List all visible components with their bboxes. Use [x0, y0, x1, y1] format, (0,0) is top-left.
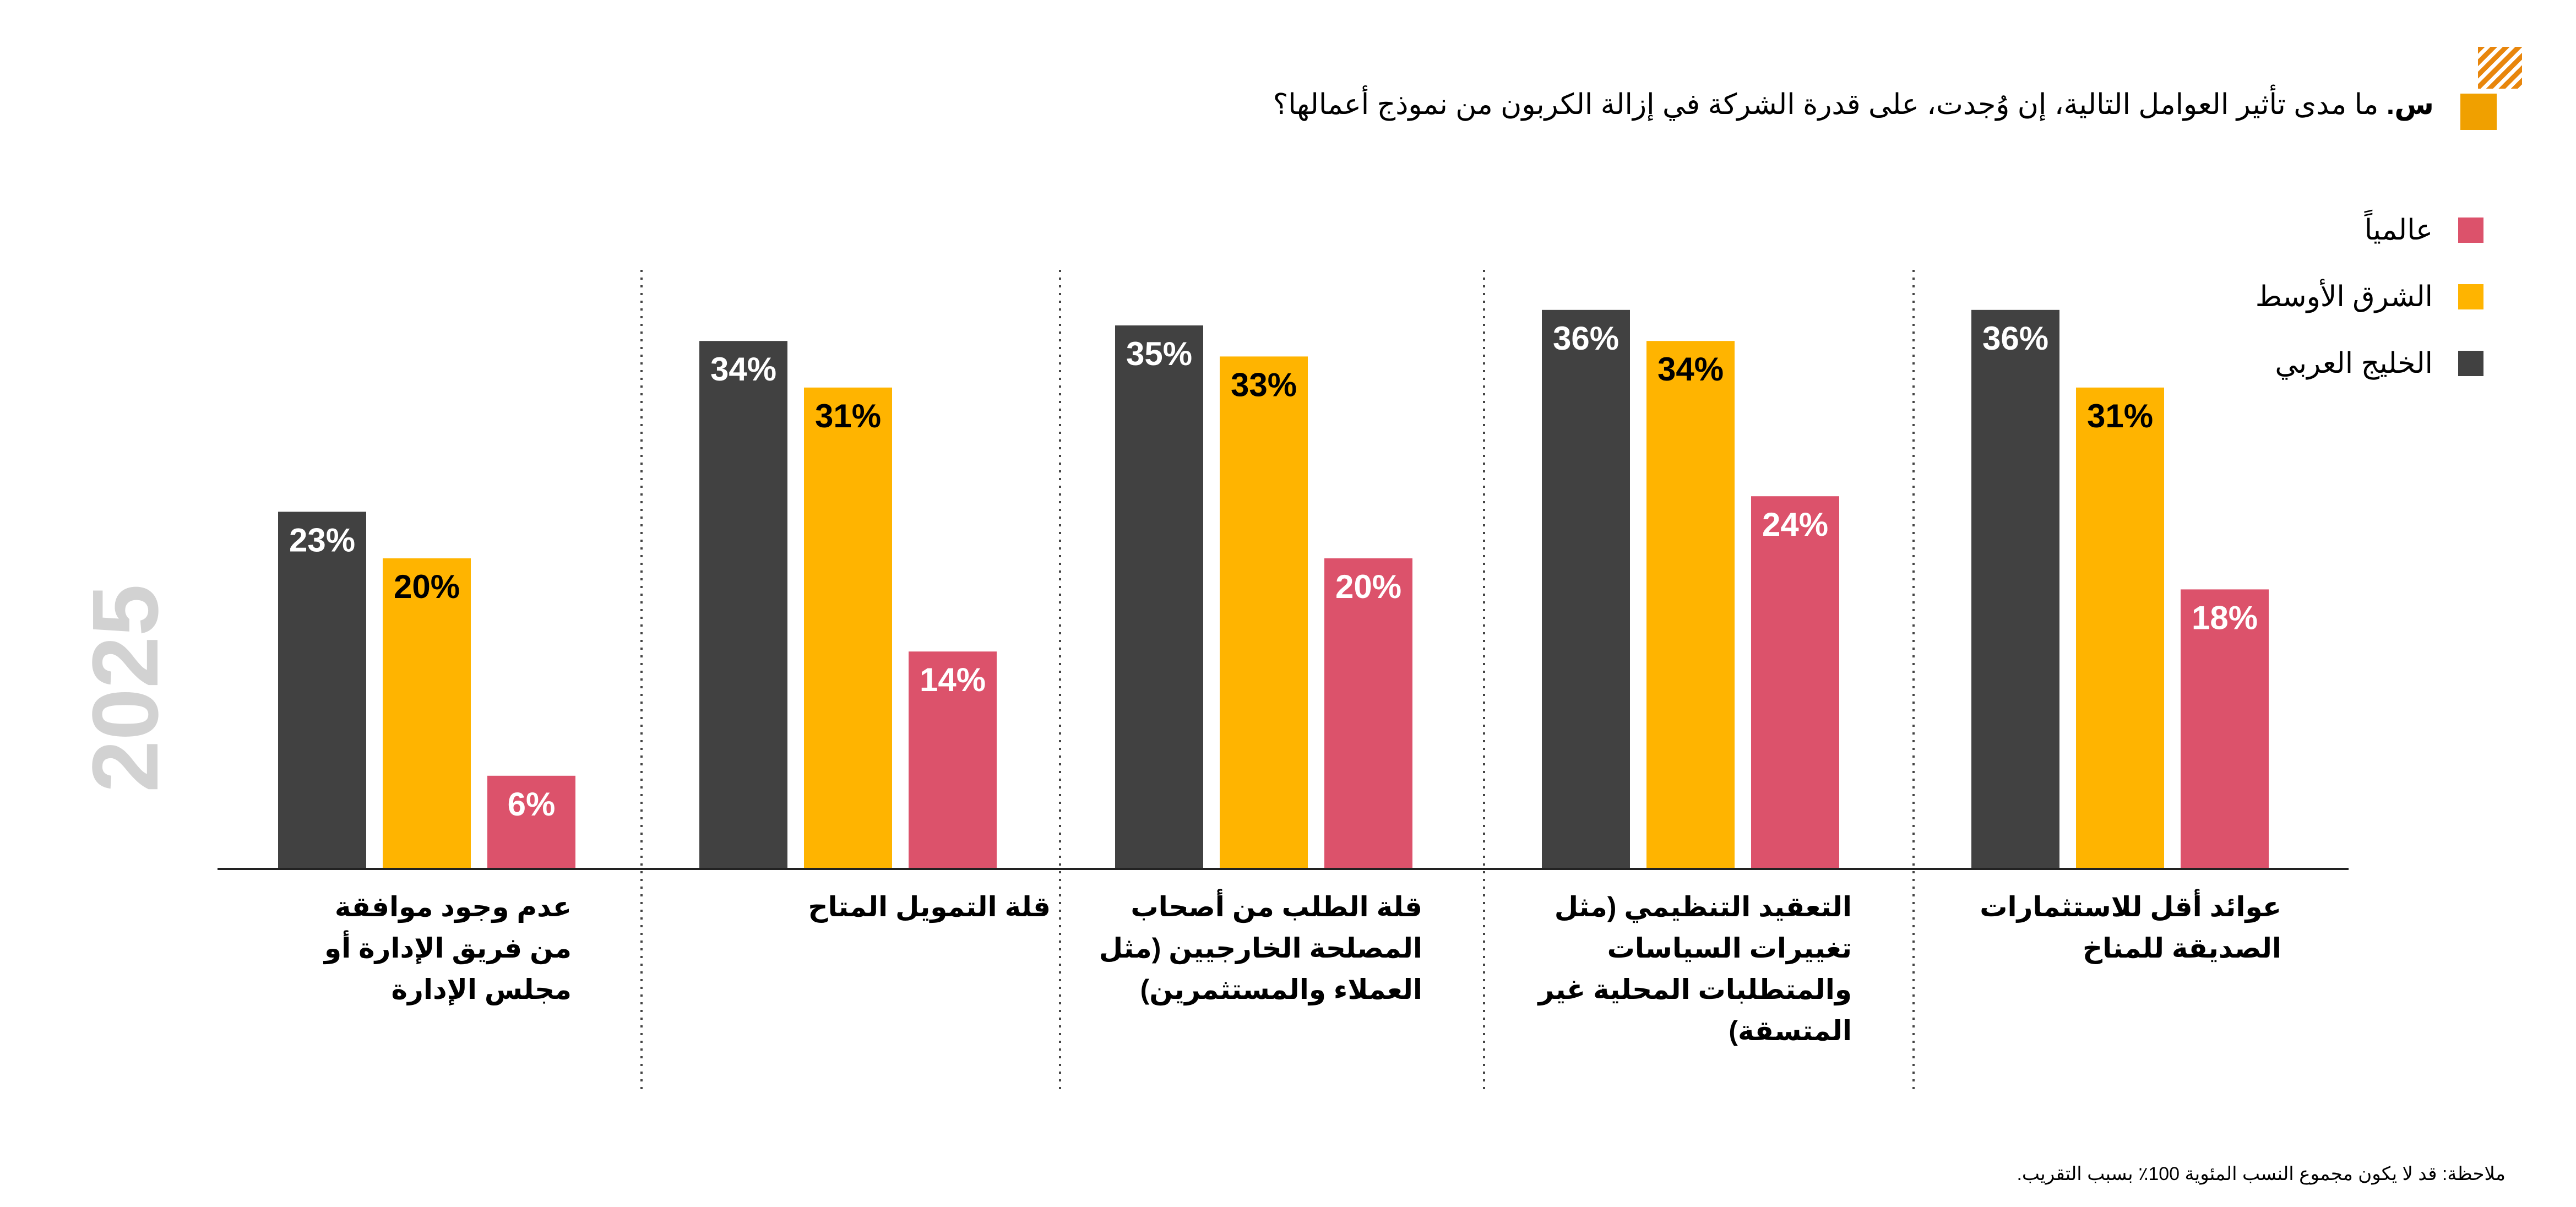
year-label: 2025: [73, 584, 178, 793]
data-label-gulf-5: 36%: [1982, 320, 2048, 357]
legend-swatch-gulf: [2458, 351, 2483, 376]
data-label-gulf-1: 23%: [289, 521, 355, 558]
legend-item-global: عالمياً: [2256, 214, 2483, 246]
data-label-global-3: 20%: [1335, 568, 1401, 605]
data-label-middle-east-3: 33%: [1231, 366, 1297, 403]
data-label-global-5: 18%: [2192, 599, 2258, 636]
category-label-2: قلة التمويل المتاح: [808, 891, 1051, 922]
bar-global-2: [909, 651, 997, 869]
legend-label-gulf: الخليج العربي: [2275, 347, 2433, 379]
bar-gulf-3: [1115, 325, 1203, 869]
legend-label-global: عالمياً: [2364, 214, 2433, 246]
footnote: ملاحظة: قد لا يكون مجموع النسب المئوية 1…: [2017, 1163, 2506, 1184]
data-label-gulf-4: 36%: [1553, 320, 1619, 357]
legend: عالمياً الشرق الأوسط الخليج العربي: [2255, 214, 2483, 416]
data-label-global-1: 6%: [508, 786, 556, 823]
data-label-middle-east-5: 31%: [2087, 398, 2153, 434]
data-label-global-2: 14%: [920, 661, 986, 698]
question-title: س. ما مدى تأثير العوامل التالية، إن وُجد…: [1273, 88, 2434, 121]
data-label-middle-east-2: 31%: [815, 398, 881, 434]
bar-gulf-1: [278, 512, 366, 869]
legend-item-middle-east: الشرق الأوسط: [2255, 281, 2483, 313]
legend-swatch-global: [2458, 218, 2483, 243]
question-prefix: س.: [2386, 89, 2434, 121]
bar-global-3: [1324, 558, 1412, 869]
corner-accent-icon: [2478, 47, 2522, 89]
category-label-4: التعقيد التنظيمي (مثل تغييرات السياسات و…: [1538, 891, 1852, 1046]
category-label-5: عوائد أقل للاستثمارات الصديقة للمناخ: [1980, 891, 2281, 964]
bar-gulf-2: [699, 341, 787, 869]
data-label-gulf-2: 34%: [710, 351, 776, 388]
legend-swatch-middle-east: [2458, 284, 2483, 309]
bar-middle-east-3: [1220, 356, 1308, 869]
bar-global-5: [2181, 589, 2269, 869]
bar-middle-east-4: [1646, 341, 1735, 869]
question-marker-icon: [2460, 94, 2497, 130]
data-label-middle-east-4: 34%: [1657, 351, 1724, 388]
bar-global-1: [487, 775, 575, 869]
category-label-1: عدم وجود موافقة من فريق الإدارة أو مجلس …: [324, 891, 572, 1005]
bar-global-4: [1751, 496, 1839, 869]
legend-item-gulf: الخليج العربي: [2256, 347, 2483, 379]
data-label-gulf-3: 35%: [1126, 335, 1192, 372]
bar-middle-east-2: [804, 387, 892, 869]
category-label-3: قلة الطلب من أصحاب المصلحة الخارجيين (مث…: [1099, 891, 1422, 1005]
bar-middle-east-1: [383, 558, 471, 869]
data-label-middle-east-1: 20%: [394, 568, 460, 605]
legend-label-middle-east: الشرق الأوسط: [2255, 281, 2433, 313]
question-text: ما مدى تأثير العوامل التالية، إن وُجدت، …: [1273, 89, 2379, 121]
bar-middle-east-5: [2076, 387, 2164, 869]
bar-gulf-4: [1542, 309, 1630, 869]
data-label-global-4: 24%: [1762, 506, 1828, 543]
bar-gulf-5: [1971, 309, 2059, 869]
